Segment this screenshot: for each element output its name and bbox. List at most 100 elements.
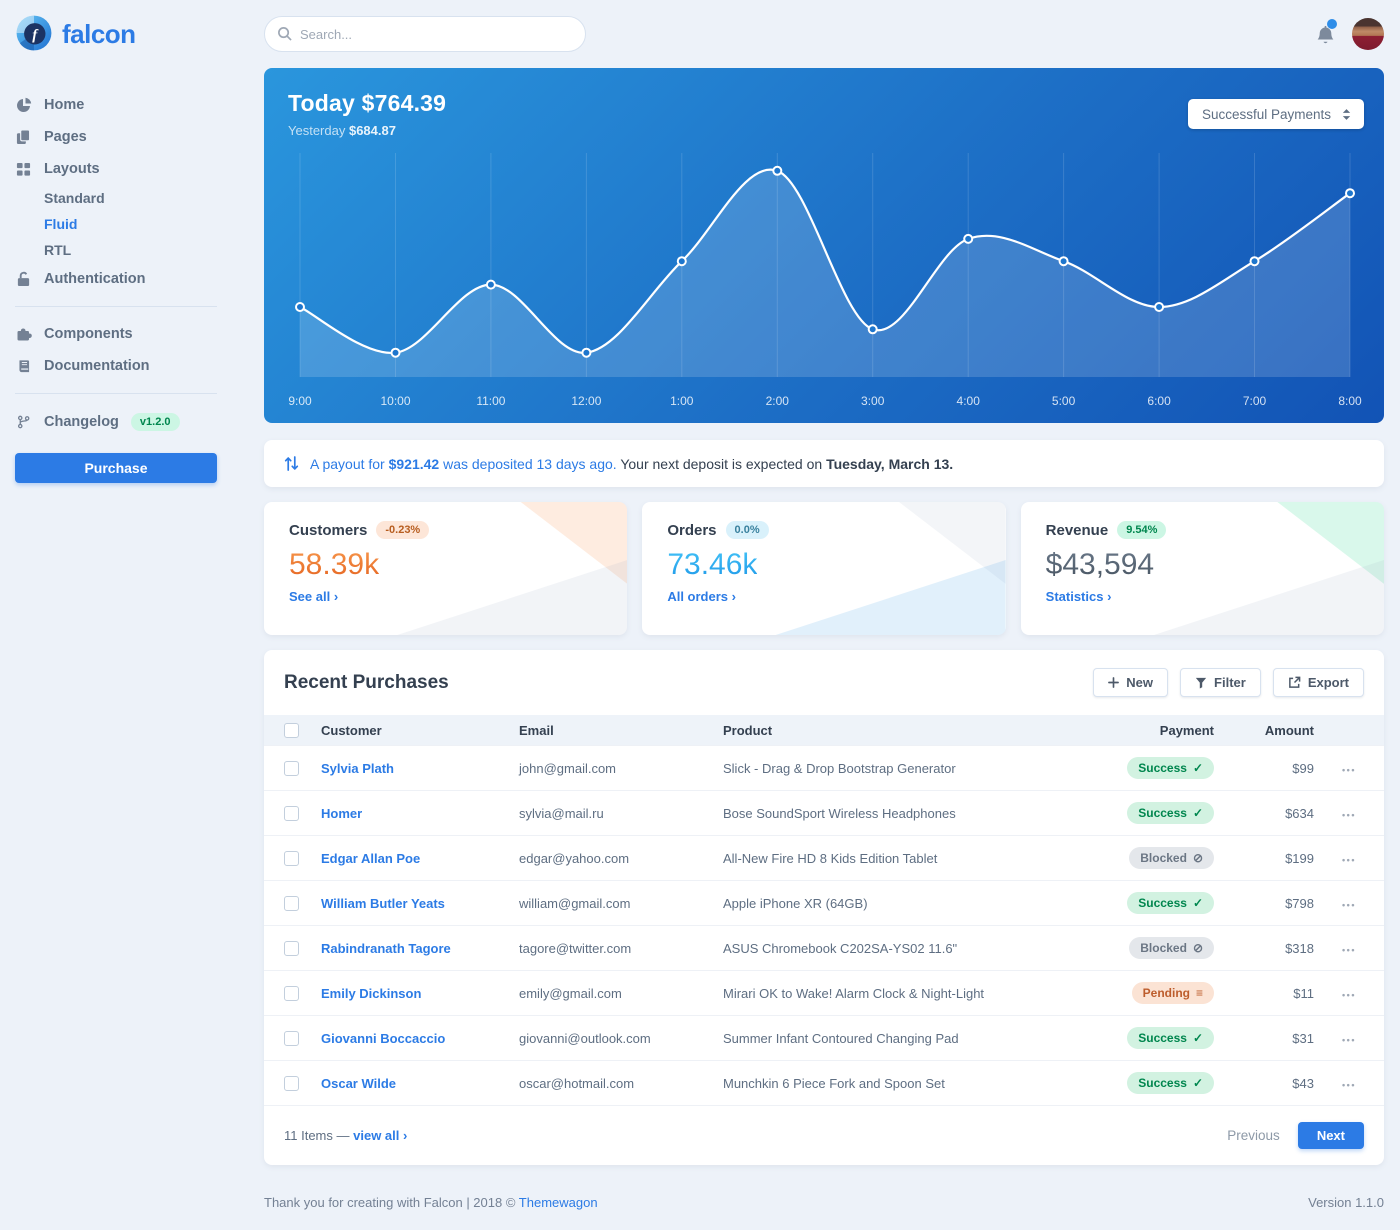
product-cell: All-New Fire HD 8 Kids Edition Tablet (723, 836, 1084, 881)
row-menu-button[interactable]: ••• (1342, 900, 1356, 910)
email-cell: giovanni@outlook.com (519, 1016, 723, 1061)
row-menu-button[interactable]: ••• (1342, 990, 1356, 1000)
sidebar-item-authentication[interactable]: Authentication (15, 263, 217, 295)
search-input[interactable] (264, 16, 586, 52)
column-header-email[interactable]: Email (519, 715, 723, 746)
row-checkbox[interactable] (284, 941, 299, 956)
revenue-card: Revenue 9.54% $43,594 Statistics › (1021, 502, 1384, 635)
x-axis-label: 1:00 (670, 394, 694, 408)
customer-link[interactable]: Giovanni Boccaccio (321, 1031, 445, 1046)
customer-link[interactable]: Emily Dickinson (321, 986, 421, 1001)
customer-link[interactable]: Sylvia Plath (321, 761, 394, 776)
sidebar-item-pages[interactable]: Pages (15, 121, 217, 153)
select-all-checkbox[interactable] (284, 723, 299, 738)
sidebar-item-standard[interactable]: Standard (15, 185, 217, 211)
topbar-right (1315, 18, 1384, 50)
email-cell: john@gmail.com (519, 746, 723, 791)
stat-change-badge: 9.54% (1117, 521, 1166, 539)
new-button[interactable]: New (1093, 668, 1168, 697)
row-checkbox[interactable] (284, 896, 299, 911)
view-all-link[interactable]: view all › (353, 1128, 407, 1143)
chevron-right-icon: › (1107, 589, 1111, 604)
customer-link[interactable]: William Butler Yeats (321, 896, 445, 911)
chart-data-point (392, 349, 400, 357)
amount-cell: $318 (1214, 926, 1314, 971)
row-menu-button[interactable]: ••• (1342, 1080, 1356, 1090)
code-branch-icon (15, 414, 32, 430)
version-badge: v1.2.0 (131, 413, 180, 431)
payments-filter-select[interactable]: Successful Payments (1188, 99, 1364, 129)
sidebar-item-documentation[interactable]: Documentation (15, 350, 217, 382)
email-cell: oscar@hotmail.com (519, 1061, 723, 1106)
stat-value: $43,594 (1046, 548, 1154, 582)
stream-icon: ≡ (1196, 986, 1203, 1000)
column-header-customer[interactable]: Customer (321, 715, 519, 746)
customer-link[interactable]: Homer (321, 806, 362, 821)
payment-badge: Success✓ (1127, 1072, 1214, 1094)
next-page-button[interactable]: Next (1298, 1122, 1364, 1149)
x-axis-label: 3:00 (861, 394, 885, 408)
row-menu-button[interactable]: ••• (1342, 765, 1356, 775)
sidebar-item-home[interactable]: Home (15, 89, 217, 121)
row-menu-button[interactable]: ••• (1342, 855, 1356, 865)
sidebar-item-layouts[interactable]: Layouts (15, 153, 217, 185)
amount-cell: $11 (1214, 971, 1314, 1016)
chart-header: Today $764.39 Yesterday $684.87 (288, 90, 446, 138)
row-menu-button[interactable]: ••• (1342, 945, 1356, 955)
chart-data-point (1346, 189, 1354, 197)
customer-link[interactable]: Rabindranath Tagore (321, 941, 451, 956)
sidebar-item-fluid[interactable]: Fluid (15, 211, 217, 237)
plus-icon (1108, 677, 1119, 688)
sidebar-item-label: Home (44, 97, 84, 113)
row-checkbox[interactable] (284, 761, 299, 776)
stat-value: 58.39k (289, 548, 379, 582)
amount-cell: $99 (1214, 746, 1314, 791)
topbar (264, 16, 1384, 52)
payout-rest: Your next deposit is expected on Tuesday… (617, 456, 953, 472)
user-avatar[interactable] (1352, 18, 1384, 50)
brand-logo[interactable]: f falcon (15, 14, 217, 55)
x-axis-label: 11:00 (476, 394, 505, 408)
notifications-button[interactable] (1315, 19, 1336, 50)
stat-title: Orders (667, 522, 716, 539)
sidebar-item-changelog[interactable]: Changelog v1.2.0 (15, 405, 217, 439)
chart-data-point (1155, 303, 1163, 311)
sidebar-item-rtl[interactable]: RTL (15, 237, 217, 263)
export-button[interactable]: Export (1273, 668, 1364, 697)
themewagon-link[interactable]: Themewagon (519, 1195, 598, 1210)
sidebar-item-label: Authentication (44, 271, 146, 287)
column-header-amount[interactable]: Amount (1214, 715, 1314, 746)
row-checkbox[interactable] (284, 1031, 299, 1046)
column-header-payment[interactable]: Payment (1084, 715, 1214, 746)
chart-data-point (296, 303, 304, 311)
row-menu-button[interactable]: ••• (1342, 810, 1356, 820)
payment-badge: Success✓ (1127, 802, 1214, 824)
column-header-product[interactable]: Product (723, 715, 1084, 746)
row-checkbox[interactable] (284, 1076, 299, 1091)
purchases-table: Customer Email Product Payment Amount Sy… (264, 715, 1384, 1105)
customer-link[interactable]: Edgar Allan Poe (321, 851, 420, 866)
row-menu-button[interactable]: ••• (1342, 1035, 1356, 1045)
chart-data-point (869, 325, 877, 333)
row-checkbox[interactable] (284, 986, 299, 1001)
previous-page-button[interactable]: Previous (1227, 1128, 1280, 1143)
row-checkbox[interactable] (284, 851, 299, 866)
payout-link[interactable]: A payout for $921.42 was deposited 13 da… (310, 456, 617, 472)
filter-icon (1195, 677, 1207, 689)
x-axis-label: 2:00 (766, 394, 790, 408)
pie-chart-icon (15, 97, 32, 113)
chevron-right-icon: › (403, 1128, 407, 1143)
chart-data-point (773, 167, 781, 175)
sidebar-item-label: Documentation (44, 358, 150, 374)
customer-link[interactable]: Oscar Wilde (321, 1076, 396, 1091)
row-checkbox[interactable] (284, 806, 299, 821)
table-header-row: Customer Email Product Payment Amount (264, 715, 1384, 746)
sidebar-item-components[interactable]: Components (15, 318, 217, 350)
chart-data-point (1060, 257, 1068, 265)
purchase-button[interactable]: Purchase (15, 453, 217, 483)
payment-badge: Success✓ (1127, 1027, 1214, 1049)
filter-button[interactable]: Filter (1180, 668, 1261, 697)
